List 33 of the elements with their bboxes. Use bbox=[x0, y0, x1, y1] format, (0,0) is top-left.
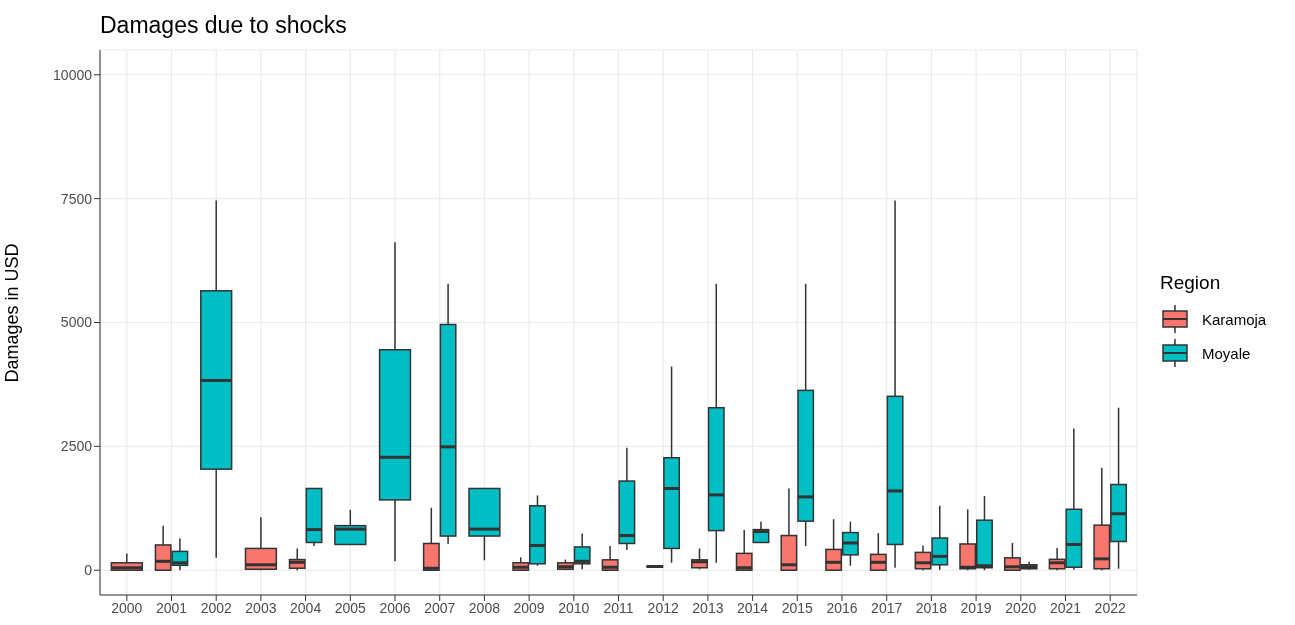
x-tick-label: 2015 bbox=[781, 599, 814, 616]
legend-label: Karamoja bbox=[1202, 310, 1267, 328]
x-tick-label: 2007 bbox=[424, 599, 456, 616]
x-tick-label: 2002 bbox=[200, 599, 232, 616]
x-tick-label: 2013 bbox=[692, 599, 724, 616]
y-axis-title: Damages in USD bbox=[2, 243, 23, 383]
x-tick-label: 2004 bbox=[290, 599, 322, 616]
x-tick-label: 2017 bbox=[871, 599, 903, 616]
x-tick-label: 2021 bbox=[1049, 599, 1082, 616]
y-tick-label: 0 bbox=[84, 562, 93, 579]
legend-title: Region bbox=[1160, 272, 1222, 294]
x-tick-label: 2012 bbox=[647, 599, 679, 616]
x-tick-label: 2003 bbox=[245, 599, 277, 616]
chart-title: Damages due to shocks bbox=[100, 12, 347, 39]
x-tick-label: 2006 bbox=[379, 599, 411, 616]
x-tick-label: 2005 bbox=[334, 599, 367, 616]
x-tick-label: 2009 bbox=[513, 599, 545, 616]
x-tick-label: 2018 bbox=[915, 599, 948, 616]
x-tick-label: 2020 bbox=[1005, 599, 1037, 616]
legend-label: Moyale bbox=[1202, 344, 1251, 362]
x-tick-label: 2010 bbox=[558, 599, 590, 616]
x-tick-label: 2019 bbox=[960, 599, 992, 616]
x-tick-label: 2011 bbox=[603, 599, 634, 616]
x-tick-label: 2014 bbox=[737, 599, 769, 616]
x-tick-label: 2022 bbox=[1094, 599, 1126, 616]
y-tick-label: 2500 bbox=[60, 438, 93, 455]
y-tick-label: 7500 bbox=[60, 190, 93, 207]
x-tick-label: 2016 bbox=[826, 599, 858, 616]
y-tick-label: 5000 bbox=[60, 314, 93, 331]
y-tick-label: 10000 bbox=[53, 66, 93, 83]
x-tick-label: 2008 bbox=[468, 599, 501, 616]
x-tick-label: 2000 bbox=[111, 599, 143, 616]
x-tick-label: 2001 bbox=[155, 599, 188, 616]
